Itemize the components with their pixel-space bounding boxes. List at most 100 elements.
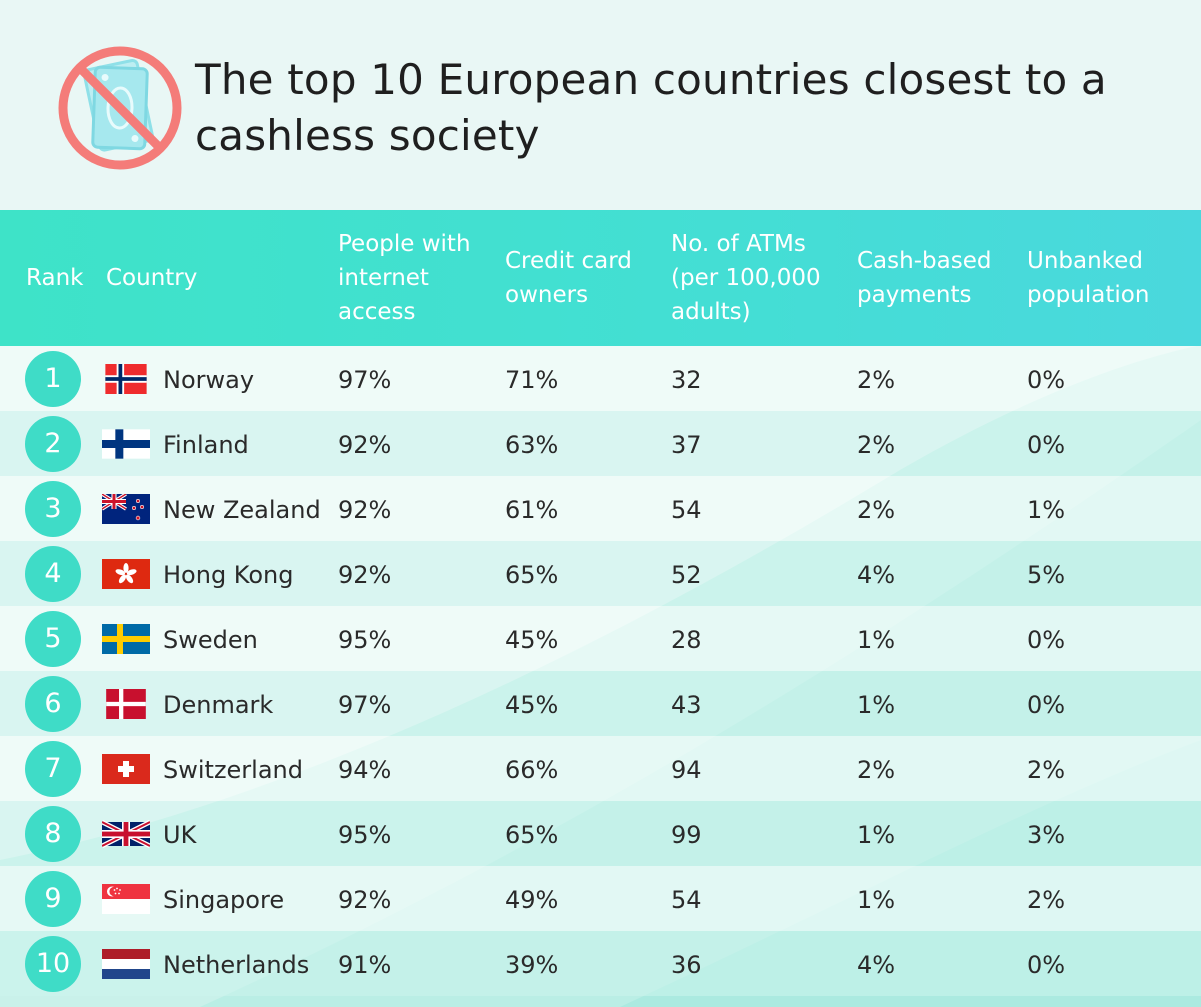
atms-value: 32 <box>671 366 702 394</box>
column-header-internet-access: People with internet access <box>338 231 471 325</box>
country-name: Sweden <box>163 626 258 654</box>
column-header-unbanked: Unbanked population <box>1027 248 1150 308</box>
credit-card-value: 45% <box>505 626 559 654</box>
country-name: Norway <box>163 366 255 394</box>
table-row: 4 Hong Kong 92% 65% 52 4% 5% <box>0 541 1201 606</box>
table-row: 6 Denmark 97% 45% 43 1% 0% <box>0 671 1201 736</box>
cash-payments-value: 4% <box>857 951 896 979</box>
internet-access-value: 97% <box>338 691 392 719</box>
cash-payments-value: 1% <box>857 691 896 719</box>
credit-card-value: 49% <box>505 886 559 914</box>
cash-payments-value: 2% <box>857 756 896 784</box>
table-row: 1 Norway 97% 71% 32 2% 0% <box>0 346 1201 411</box>
hong-kong-flag-icon <box>102 559 150 589</box>
page-title: The top 10 European countries closest to… <box>195 55 1107 160</box>
column-header-cash-payments: Cash-based payments <box>857 248 992 308</box>
denmark-flag-icon <box>106 689 146 719</box>
finland-flag-icon <box>102 429 150 459</box>
rank-badge: 8 <box>25 806 81 862</box>
table-row: 2 Finland 92% 63% 37 2% 0% <box>0 411 1201 476</box>
atms-value: 54 <box>671 886 702 914</box>
country-name: UK <box>163 821 197 849</box>
table-row: 9 Singapore 92% 49% 54 1% 2% <box>0 866 1201 931</box>
country-name: Finland <box>163 431 249 459</box>
rank-badge: 4 <box>25 546 81 602</box>
table-row: 10 Netherlands 91% 39% 36 4% 0% <box>0 931 1201 996</box>
no-cash-icon <box>58 46 182 170</box>
cash-payments-value: 1% <box>857 626 896 654</box>
credit-card-value: 65% <box>505 821 559 849</box>
unbanked-value: 3% <box>1027 821 1066 849</box>
table-row: 3 New Zealand 92% 61% 54 2% 1% <box>0 476 1201 541</box>
credit-card-value: 71% <box>505 366 559 394</box>
sweden-flag-icon <box>102 624 150 654</box>
unbanked-value: 0% <box>1027 626 1066 654</box>
atms-value: 54 <box>671 496 702 524</box>
atms-value: 52 <box>671 561 702 589</box>
credit-card-value: 65% <box>505 561 559 589</box>
cash-payments-value: 1% <box>857 821 896 849</box>
atms-value: 36 <box>671 951 702 979</box>
table-body: 1 Norway 97% 71% 32 2% 0% 2 Finland 92% … <box>0 346 1201 996</box>
switzerland-flag-icon <box>102 754 150 784</box>
country-name: Singapore <box>163 886 285 914</box>
column-header-credit-card-owners: Credit card owners <box>505 248 632 308</box>
atms-value: 43 <box>671 691 702 719</box>
atms-value: 94 <box>671 756 702 784</box>
unbanked-value: 0% <box>1027 431 1066 459</box>
internet-access-value: 92% <box>338 431 392 459</box>
rank-badge: 7 <box>25 741 81 797</box>
cash-payments-value: 1% <box>857 886 896 914</box>
country-name: New Zealand <box>163 496 321 524</box>
unbanked-value: 1% <box>1027 496 1066 524</box>
atms-value: 99 <box>671 821 702 849</box>
rank-badge: 10 <box>25 936 81 992</box>
internet-access-value: 95% <box>338 626 392 654</box>
unbanked-value: 2% <box>1027 756 1066 784</box>
atms-value: 37 <box>671 431 702 459</box>
unbanked-value: 2% <box>1027 886 1066 914</box>
internet-access-value: 95% <box>338 821 392 849</box>
netherlands-flag-icon <box>102 949 150 979</box>
new-zealand-flag-icon <box>102 494 150 524</box>
credit-card-value: 39% <box>505 951 559 979</box>
singapore-flag-icon <box>102 884 150 914</box>
norway-flag-icon <box>105 364 147 394</box>
internet-access-value: 92% <box>338 886 392 914</box>
column-header-country: Country <box>106 265 198 291</box>
credit-card-value: 45% <box>505 691 559 719</box>
cash-payments-value: 2% <box>857 496 896 524</box>
rank-badge: 9 <box>25 871 81 927</box>
table-row: 5 Sweden 95% 45% 28 1% 0% <box>0 606 1201 671</box>
rank-badge: 3 <box>25 481 81 537</box>
table-row: 8 UK 95% 65% 99 1% 3% <box>0 801 1201 866</box>
column-header-rank: Rank <box>26 265 84 291</box>
uk-flag-icon <box>102 819 150 849</box>
internet-access-value: 94% <box>338 756 392 784</box>
country-name: Denmark <box>163 691 274 719</box>
table-header: Rank Country People with internet access… <box>0 210 1201 346</box>
cash-payments-value: 2% <box>857 431 896 459</box>
rank-badge: 5 <box>25 611 81 667</box>
credit-card-value: 61% <box>505 496 559 524</box>
header: The top 10 European countries closest to… <box>0 0 1201 210</box>
column-header-atms: No. of ATMs (per 100,000 adults) <box>671 231 821 325</box>
unbanked-value: 0% <box>1027 691 1066 719</box>
internet-access-value: 97% <box>338 366 392 394</box>
rank-badge: 6 <box>25 676 81 732</box>
rank-badge: 2 <box>25 416 81 472</box>
credit-card-value: 63% <box>505 431 559 459</box>
country-name: Netherlands <box>163 951 310 979</box>
credit-card-value: 66% <box>505 756 559 784</box>
internet-access-value: 91% <box>338 951 392 979</box>
rank-badge: 1 <box>25 351 81 407</box>
atms-value: 28 <box>671 626 702 654</box>
unbanked-value: 0% <box>1027 366 1066 394</box>
country-name: Switzerland <box>163 756 303 784</box>
cash-payments-value: 2% <box>857 366 896 394</box>
table-row: 7 Switzerland 94% 66% 94 2% 2% <box>0 736 1201 801</box>
unbanked-value: 0% <box>1027 951 1066 979</box>
internet-access-value: 92% <box>338 496 392 524</box>
internet-access-value: 92% <box>338 561 392 589</box>
country-name: Hong Kong <box>163 561 294 589</box>
